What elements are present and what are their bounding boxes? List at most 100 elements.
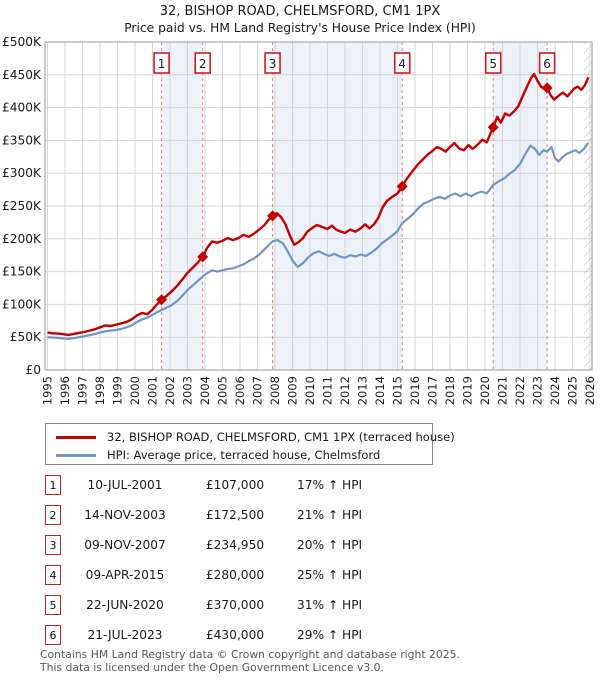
legend-item-hpi: HPI: Average price, terraced house, Chel… <box>56 446 432 464</box>
transaction-date: 09-APR-2015 <box>85 568 165 582</box>
y-tick-label: £400K <box>2 101 42 115</box>
transaction-number-badge: 2 <box>45 505 61 525</box>
transaction-price: £280,000 <box>205 568 265 582</box>
sale-number-flag-box <box>153 52 170 74</box>
x-tick-label: 2026 <box>583 376 597 405</box>
legend-label-hpi: HPI: Average price, terraced house, Chel… <box>107 448 381 462</box>
y-axis-labels: £0 £50K £100K £150K £200K £250K £300K £350K £400… <box>2 35 42 377</box>
footer-line-2: This data is licensed under the Open Gov… <box>40 660 384 674</box>
sale-diamond <box>267 210 279 222</box>
sale-number-flag-label: 1 <box>158 57 166 71</box>
transaction-date: 22-JUN-2020 <box>86 598 164 612</box>
sale-number-flag-box <box>194 52 212 74</box>
x-tick-label: 2015 <box>391 376 405 405</box>
y-tick-label: £350K <box>2 133 42 147</box>
price-paid-line <box>47 72 590 337</box>
x-tick-label: 2016 <box>408 376 422 405</box>
gridlines <box>45 42 592 370</box>
sale-number-flag-box <box>264 52 281 74</box>
transaction-hpi-diff: 21% ↑ HPI <box>297 508 363 522</box>
transaction-row: 3 09-NOV-2007 £234,950 20% ↑ HPI <box>45 530 565 560</box>
transaction-number-badge: 1 <box>45 475 61 495</box>
page-title: 32, BISHOP ROAD, CHELMSFORD, CM1 1PX <box>159 4 441 19</box>
legend-label-price-paid: 32, BISHOP ROAD, CHELMSFORD, CM1 1PX (te… <box>107 430 455 444</box>
x-tick-label: 2004 <box>198 376 212 405</box>
transaction-row: 1 10-JUL-2001 £107,000 17% ↑ HPI <box>45 470 565 500</box>
x-tick-label: 2003 <box>181 376 195 405</box>
chart-legend: 32, BISHOP ROAD, CHELMSFORD, CM1 1PX (te… <box>45 423 455 465</box>
sale-diamond <box>156 294 168 306</box>
y-tick-label: £300K <box>2 166 42 180</box>
x-tick-label: 2007 <box>251 376 265 405</box>
sale-diamond <box>541 82 553 94</box>
transactions-table: 1 10-JUL-2001 £107,000 17% ↑ HPI 2 14-NO… <box>45 470 565 650</box>
y-tick-label: £250K <box>2 199 42 213</box>
transaction-hpi-diff: 29% ↑ HPI <box>297 628 363 642</box>
transaction-row: 2 14-NOV-2003 £172,500 21% ↑ HPI <box>45 500 565 530</box>
sale-diamond <box>197 251 209 263</box>
future-hatch-band <box>583 42 592 370</box>
sale-point-markers <box>156 82 553 306</box>
transaction-hpi-diff: 31% ↑ HPI <box>297 598 363 612</box>
sale-number-flag-label: 4 <box>398 57 406 71</box>
x-tick-label: 2018 <box>443 376 457 405</box>
x-tick-label: 2012 <box>338 376 352 405</box>
legend-item-price-paid: 32, BISHOP ROAD, CHELMSFORD, CM1 1PX (te… <box>56 428 455 446</box>
hpi-line-swatch <box>56 453 96 457</box>
x-tick-label: 2009 <box>286 376 300 405</box>
sale-diamond <box>396 180 408 192</box>
transaction-date: 21-JUL-2023 <box>87 628 163 642</box>
transaction-row: 5 22-JUN-2020 £370,000 31% ↑ HPI <box>45 590 565 620</box>
transaction-price: £234,950 <box>205 538 265 552</box>
x-tick-label: 2020 <box>478 376 492 405</box>
x-axis-labels: 1995 1996 1997 1998 1999 2000 2001 2002 2003 2004… <box>41 376 598 405</box>
x-tick-label: 2002 <box>163 376 177 405</box>
sale-number-flag-label: 2 <box>199 57 207 71</box>
x-tick-label: 1999 <box>111 376 125 405</box>
price-line-swatch <box>56 435 96 439</box>
price-history-chart: 1 2 3 4 5 6 £0 £50K £100K £150K £200K £250K £300K £35… <box>2 35 598 405</box>
y-tick-label: £450K <box>2 68 42 82</box>
x-tick-label: 2005 <box>216 376 230 405</box>
sale-number-flag-label: 3 <box>269 57 277 71</box>
y-tick-label: £50K <box>10 330 42 344</box>
sale-number-flag-box <box>538 52 556 74</box>
x-tick-label: 2001 <box>146 376 160 405</box>
transaction-price: £107,000 <box>205 478 265 492</box>
x-tick-label: 2006 <box>233 376 247 405</box>
sale-date-lines <box>161 42 548 370</box>
transaction-number-badge: 6 <box>45 625 61 645</box>
x-tick-label: 2024 <box>548 376 562 405</box>
x-tick-label: 2014 <box>373 376 387 405</box>
x-tick-label: 2011 <box>321 376 335 405</box>
x-tick-label: 2010 <box>303 376 317 405</box>
y-tick-label: £0 <box>25 363 41 377</box>
hpi-line <box>47 142 590 340</box>
x-tick-label: 2023 <box>531 376 545 405</box>
y-tick-label: £100K <box>2 297 42 311</box>
x-tick-label: 1995 <box>41 376 55 405</box>
y-tick-label: £200K <box>2 232 42 246</box>
x-tick-label: 2000 <box>128 376 142 405</box>
transaction-hpi-diff: 25% ↑ HPI <box>297 568 363 582</box>
sale-number-flag-label: 5 <box>489 57 497 71</box>
license-footer: Contains HM Land Registry data © Crown c… <box>40 648 595 674</box>
x-tick-label: 2013 <box>356 376 370 405</box>
page-subtitle: Price paid vs. HM Land Registry's House … <box>124 21 476 35</box>
y-tick-label: £500K <box>2 35 42 49</box>
transaction-hpi-diff: 17% ↑ HPI <box>297 478 363 492</box>
x-tick-label: 1996 <box>58 376 72 405</box>
x-tick-label: 1997 <box>76 376 90 405</box>
transaction-number-badge: 3 <box>45 535 61 555</box>
transaction-hpi-diff: 20% ↑ HPI <box>297 538 363 552</box>
x-tick-label: 2022 <box>513 376 527 405</box>
x-tick-label: 2019 <box>461 376 475 405</box>
sale-number-flag-box <box>484 52 502 74</box>
footer-line-1: Contains HM Land Registry data © Crown c… <box>40 648 460 661</box>
transaction-number-badge: 4 <box>45 565 61 585</box>
transaction-row: 6 21-JUL-2023 £430,000 29% ↑ HPI <box>45 620 565 650</box>
transaction-price: £430,000 <box>205 628 265 642</box>
transaction-number-badge: 5 <box>45 595 61 615</box>
transaction-price: £370,000 <box>205 598 265 612</box>
